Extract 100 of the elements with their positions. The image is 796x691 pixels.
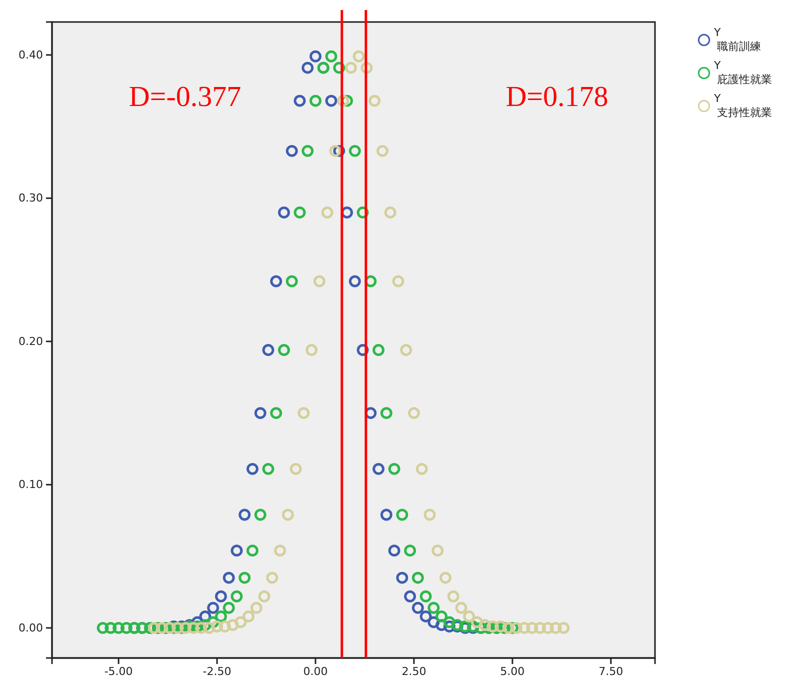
point bbox=[302, 144, 314, 157]
legend-label: Y 支持性就業 bbox=[713, 92, 772, 119]
point bbox=[112, 622, 125, 634]
point bbox=[302, 62, 314, 74]
point bbox=[443, 616, 456, 628]
y-tick-label: 0.10 bbox=[18, 478, 43, 492]
point bbox=[270, 275, 282, 288]
point bbox=[156, 622, 168, 634]
point bbox=[298, 407, 310, 420]
point bbox=[376, 144, 388, 157]
point bbox=[432, 544, 444, 557]
point bbox=[325, 50, 338, 62]
x-tick-label: 0.00 bbox=[303, 664, 328, 678]
point bbox=[164, 622, 176, 634]
point bbox=[214, 610, 227, 622]
point bbox=[254, 407, 266, 420]
point bbox=[420, 610, 432, 622]
point bbox=[207, 602, 220, 614]
point bbox=[96, 622, 109, 634]
point bbox=[534, 622, 546, 634]
point bbox=[392, 275, 404, 288]
point bbox=[242, 610, 255, 622]
x-tick-label: 7.50 bbox=[598, 664, 624, 678]
point bbox=[250, 602, 262, 614]
point bbox=[258, 590, 270, 602]
point bbox=[404, 590, 416, 602]
point bbox=[404, 544, 416, 557]
point bbox=[424, 508, 436, 521]
point bbox=[222, 572, 235, 584]
point bbox=[486, 620, 499, 632]
point bbox=[388, 462, 400, 475]
point bbox=[510, 622, 522, 634]
point bbox=[329, 144, 342, 157]
point bbox=[396, 508, 408, 521]
point bbox=[400, 344, 412, 356]
point bbox=[550, 622, 562, 634]
point bbox=[282, 508, 294, 521]
point bbox=[502, 622, 514, 634]
point bbox=[290, 462, 302, 475]
point bbox=[436, 610, 448, 622]
x-tick-label: -5.00 bbox=[104, 664, 133, 678]
point bbox=[278, 206, 290, 218]
point bbox=[246, 544, 258, 557]
point bbox=[286, 144, 298, 157]
point bbox=[238, 572, 251, 584]
point bbox=[120, 622, 132, 634]
point bbox=[278, 344, 290, 356]
point bbox=[388, 544, 400, 557]
point bbox=[310, 50, 322, 62]
point bbox=[380, 508, 392, 521]
point bbox=[348, 144, 361, 157]
point bbox=[396, 572, 408, 584]
point bbox=[368, 94, 381, 107]
point bbox=[203, 622, 216, 634]
annotation: D=-0.377 bbox=[128, 81, 242, 113]
point bbox=[306, 344, 318, 356]
point bbox=[416, 462, 428, 475]
point bbox=[195, 622, 208, 634]
annotation: D=0.178 bbox=[506, 81, 608, 113]
point bbox=[321, 206, 334, 218]
point bbox=[471, 616, 483, 628]
point bbox=[372, 344, 384, 356]
point bbox=[172, 622, 184, 634]
point bbox=[246, 462, 258, 475]
point bbox=[218, 620, 231, 632]
point bbox=[187, 622, 200, 634]
point bbox=[286, 275, 298, 288]
point bbox=[230, 590, 243, 602]
point bbox=[412, 602, 424, 614]
x-tick-label: -2.50 bbox=[202, 664, 232, 678]
point bbox=[262, 344, 274, 356]
point bbox=[344, 62, 357, 74]
point bbox=[230, 544, 243, 557]
point bbox=[254, 508, 266, 521]
point bbox=[226, 619, 239, 632]
point bbox=[313, 275, 326, 288]
y-tick-label: 0.20 bbox=[18, 334, 43, 348]
point bbox=[463, 610, 476, 622]
point bbox=[542, 622, 554, 634]
point bbox=[380, 407, 392, 420]
point bbox=[408, 407, 420, 420]
point bbox=[526, 622, 538, 634]
y-tick-label: 0.40 bbox=[18, 48, 43, 62]
y-tick-label: 0.30 bbox=[18, 192, 43, 205]
point bbox=[266, 572, 278, 584]
point bbox=[447, 590, 460, 602]
legend-label: Y 庇護性就業 bbox=[713, 59, 772, 86]
point bbox=[211, 620, 223, 632]
point bbox=[558, 622, 570, 634]
point bbox=[234, 616, 247, 628]
point bbox=[372, 462, 384, 475]
point bbox=[104, 622, 117, 634]
point bbox=[238, 508, 251, 521]
point bbox=[518, 622, 530, 634]
point bbox=[412, 572, 424, 584]
point bbox=[310, 94, 322, 107]
point bbox=[348, 275, 361, 288]
point bbox=[352, 50, 365, 62]
point bbox=[384, 206, 396, 218]
point bbox=[274, 544, 286, 557]
